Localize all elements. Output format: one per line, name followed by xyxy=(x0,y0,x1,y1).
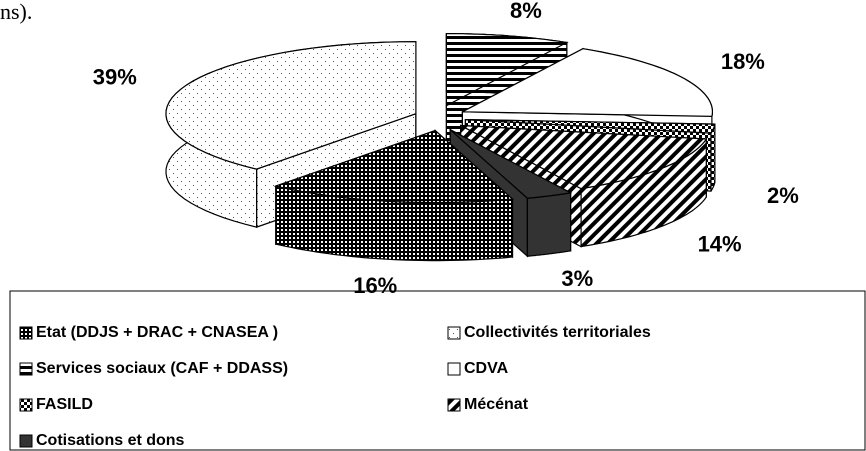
slice xyxy=(165,41,417,170)
legend-label: Cotisations et dons xyxy=(36,432,185,449)
legend-swatch xyxy=(447,398,461,412)
value-label: 16% xyxy=(353,273,397,298)
legend-swatch xyxy=(447,326,461,340)
slice xyxy=(460,124,708,190)
legend-swatch xyxy=(19,398,33,412)
legend-box xyxy=(9,290,866,451)
legend-label: CDVA xyxy=(464,360,509,377)
legend-swatch xyxy=(19,434,33,448)
slice xyxy=(273,129,514,204)
legend-label: Etat (DDJS + DRAC + CNASEA ) xyxy=(36,324,278,341)
legend-label: Collectivités territoriales xyxy=(464,324,651,341)
legend-swatch xyxy=(19,326,33,340)
legend-label: Services sociaux (CAF + DDASS) xyxy=(36,360,288,377)
legend-label: FASILD xyxy=(36,396,93,413)
slice xyxy=(465,119,716,134)
value-label: 18% xyxy=(721,49,765,74)
slice-side xyxy=(526,192,572,257)
caption: ns). xyxy=(0,0,32,24)
value-label: 3% xyxy=(561,266,593,291)
value-label: 39% xyxy=(93,64,137,89)
slice xyxy=(462,48,713,118)
value-label: 14% xyxy=(698,232,742,257)
slice xyxy=(449,129,573,199)
legend-swatch xyxy=(447,362,461,376)
slice xyxy=(445,33,569,107)
value-label: 2% xyxy=(767,183,799,208)
legend-swatch xyxy=(19,362,33,376)
value-label: 8% xyxy=(510,0,542,23)
legend-label: Mécénat xyxy=(464,396,529,413)
slice-side xyxy=(710,124,716,192)
